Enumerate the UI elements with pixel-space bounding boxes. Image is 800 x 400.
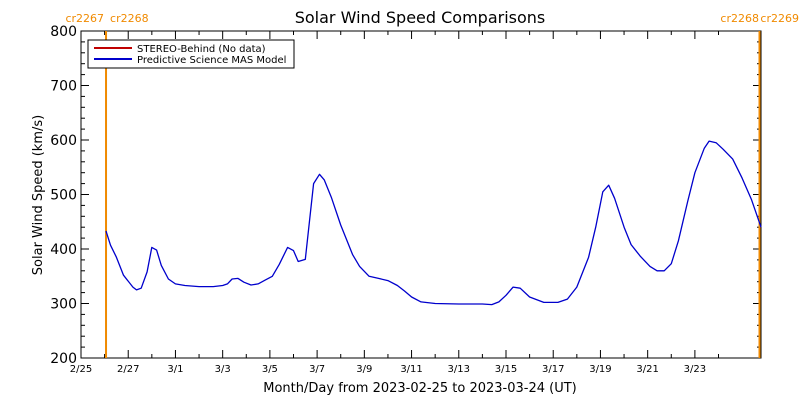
carrington-rotation-labels: cr2267 cr2268 cr2268 cr2269: [65, 12, 799, 25]
x-tick-label: 2/25: [70, 364, 92, 375]
y-tick-label: 700: [50, 79, 77, 95]
carrington-label-start: cr2268: [720, 12, 759, 25]
legend-box: [87, 39, 295, 69]
y-tick-label: 200: [50, 351, 77, 367]
x-tick-label: 3/1: [167, 364, 183, 375]
series-line-mas-model: [105, 140, 762, 306]
x-tick-label: 3/13: [448, 364, 470, 375]
carrington-rotation-lines: [105, 31, 762, 358]
x-tick-label: 3/15: [495, 364, 517, 375]
chart-title: Solar Wind Speed Comparisons: [295, 8, 546, 27]
series-layer: [105, 140, 762, 306]
x-tick-label: 3/21: [636, 364, 658, 375]
y-tick-label: 400: [50, 242, 77, 258]
x-tick-label: 3/7: [309, 364, 325, 375]
x-tick-label: 3/17: [542, 364, 564, 375]
y-tick-label: 800: [50, 24, 77, 40]
legend-label-mas-model: Predictive Science MAS Model: [137, 55, 286, 66]
plot-frame: [80, 30, 762, 359]
carrington-label-start: cr2267: [65, 12, 104, 25]
x-tick-label: 3/11: [400, 364, 422, 375]
x-tick-label: 3/19: [589, 364, 611, 375]
x-tick-label: 3/3: [215, 364, 231, 375]
x-axis-ticks: 2/25 2/27 3/1 3/3 3/5 3/7 3/9 3/11 3/13 3/15 3/17 3…: [70, 31, 719, 375]
y-axis-ticks: 200 300 400 500 600 700 800: [50, 24, 761, 367]
x-tick-label: 2/27: [117, 364, 139, 375]
carrington-label-end: cr2269: [760, 12, 799, 25]
y-tick-label: 600: [50, 133, 77, 149]
y-tick-label: 500: [50, 188, 77, 204]
carrington-label-end: cr2268: [110, 12, 149, 25]
y-axis-label: Solar Wind Speed (km/s): [31, 115, 46, 275]
x-tick-label: 3/5: [262, 364, 278, 375]
x-tick-label: 3/23: [684, 364, 706, 375]
x-tick-label: 3/9: [356, 364, 372, 375]
legend: STEREO-Behind (No data) Predictive Scien…: [87, 39, 295, 69]
y-tick-label: 300: [50, 297, 77, 313]
legend-label-stereo-behind: STEREO-Behind (No data): [137, 44, 266, 55]
x-axis-label: Month/Day from 2023-02-25 to 2023-03-24 …: [263, 381, 576, 396]
